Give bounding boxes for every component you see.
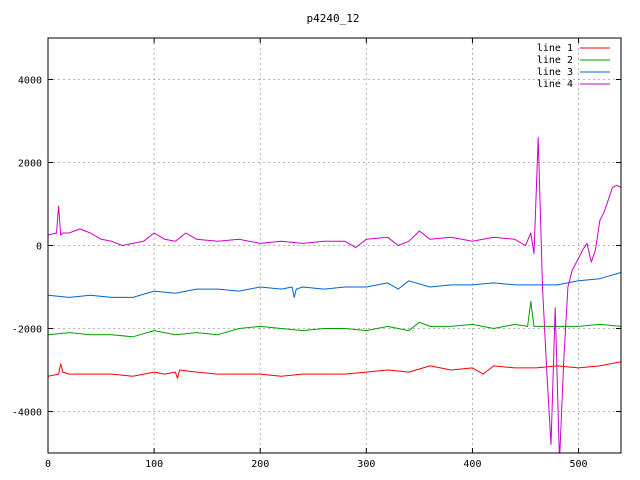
legend-label: line 3	[537, 67, 573, 78]
legend-label: line 1	[537, 43, 573, 54]
y-tick-label: -4000	[12, 408, 42, 419]
x-tick-label: 300	[357, 459, 375, 470]
series-lines	[48, 137, 621, 453]
legend-label: line 2	[537, 55, 573, 66]
x-tick-label: 100	[145, 459, 163, 470]
series-line-2	[48, 301, 621, 338]
y-tick-label: 2000	[18, 159, 42, 170]
grid-lines	[48, 38, 621, 453]
series-line-1	[48, 361, 621, 379]
y-tick-labels: -4000 -2000 0 2000 4000	[12, 76, 42, 419]
y-tick-label: -2000	[12, 325, 42, 336]
x-tick-label: 500	[570, 459, 588, 470]
legend-label: line 4	[537, 79, 573, 90]
series-line-4	[48, 137, 621, 453]
x-tick-labels: 0 100 200 300 400 500	[45, 459, 588, 470]
x-tick-label: 400	[463, 459, 481, 470]
y-tick-label: 4000	[18, 76, 42, 87]
x-tick-label: 200	[251, 459, 269, 470]
series-line-3	[48, 272, 621, 298]
y-tick-label: 0	[36, 242, 42, 253]
chart-title: p4240_12	[307, 12, 360, 25]
plot-frame	[47, 37, 622, 454]
x-tick-label: 0	[45, 459, 51, 470]
